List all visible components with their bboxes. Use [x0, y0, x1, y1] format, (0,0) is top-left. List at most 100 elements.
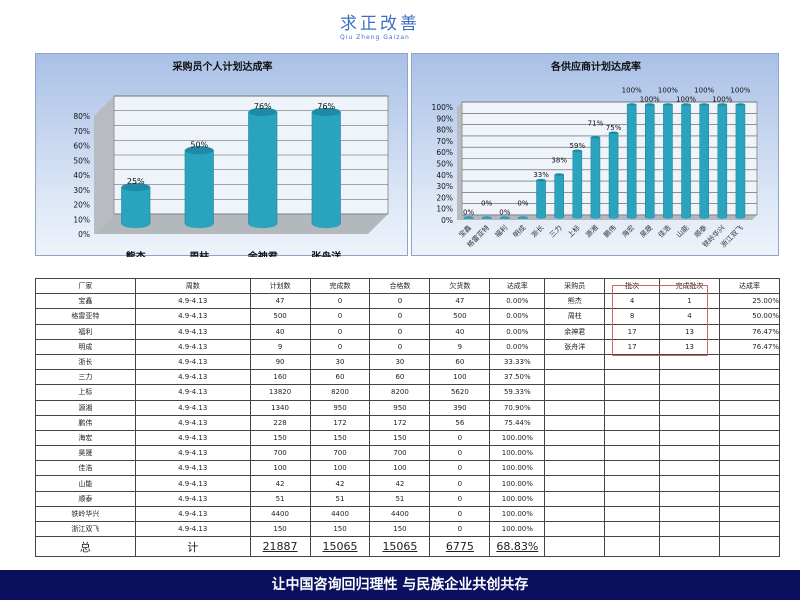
data-cell-text: 6775 — [445, 540, 474, 554]
data-cell-text: 51 — [275, 494, 285, 503]
data-cell: 150 — [249, 520, 311, 538]
bar-base — [627, 216, 637, 219]
buyer-cell: 余神君 — [544, 323, 606, 340]
buyer-cell: 周柱 — [544, 308, 606, 325]
buyer-cell: 4 — [604, 293, 661, 310]
bar — [536, 179, 546, 218]
data-cell: 0.00% — [489, 338, 546, 355]
buyer-cell — [659, 384, 720, 401]
bar-top — [717, 103, 727, 106]
data-cell: 4.9-4.13 — [134, 414, 251, 431]
supplier-cell: 厂家 — [35, 277, 136, 295]
buyer-cell: 批次 — [604, 277, 661, 295]
data-cell-text: 390 — [453, 403, 467, 412]
data-cell-text: 4.9-4.13 — [178, 494, 208, 503]
bar-base — [717, 216, 727, 219]
buyer-cell-text: 4 — [687, 312, 692, 321]
data-cell-text: 完成数 — [329, 282, 351, 291]
buyer-cell-text: 达成率 — [738, 282, 760, 291]
data-cell-text: 13820 — [268, 388, 292, 397]
supplier-cell-text: 铁岭华兴 — [71, 509, 100, 518]
data-cell-text: 0 — [337, 312, 343, 321]
data-cell: 0 — [429, 505, 491, 523]
category-label: 山能 — [674, 223, 690, 239]
footer-slogan: 让中国咨询回归理性 与民族企业共创共存 — [0, 570, 800, 600]
data-cell-text: 150 — [333, 525, 347, 534]
data-cell-text: 150 — [393, 525, 407, 534]
y-tick-label: 60% — [436, 148, 453, 157]
bar — [681, 104, 691, 218]
data-cell: 4.9-4.13 — [134, 445, 251, 462]
data-cell-text: 100 — [393, 464, 407, 473]
supplier-cell: 浙长 — [35, 353, 136, 371]
buyer-cell — [544, 429, 606, 447]
data-cell-text: 30 — [395, 358, 405, 367]
bar — [311, 111, 341, 225]
buyer-cell — [544, 369, 606, 386]
data-cell: 计划数 — [249, 277, 311, 295]
data-cell-text: 42 — [395, 479, 405, 488]
supplier-cell: 鹏伟 — [35, 414, 136, 431]
data-cell-text: 0 — [337, 327, 343, 336]
data-cell-text: 0.00% — [506, 297, 529, 306]
category-label: 源湘 — [584, 223, 600, 239]
data-cell-text: 75.44% — [503, 418, 531, 427]
data-cell: 68.83% — [489, 536, 546, 558]
bar — [590, 137, 601, 218]
supplier-cell-text: 佳浩 — [78, 464, 93, 473]
supplier-cell-text: 鹏伟 — [78, 418, 93, 427]
data-cell: 9 — [249, 338, 311, 355]
buyer-cell — [718, 490, 781, 507]
data-cell-text: 59.33% — [503, 388, 531, 397]
supplier-cell: 总 — [35, 536, 136, 558]
data-cell: 150 — [309, 520, 371, 538]
y-tick-label: 30% — [436, 182, 453, 191]
data-cell-text: 9 — [277, 342, 283, 351]
data-cell-text: 100 — [333, 464, 347, 473]
bar-base — [645, 216, 655, 219]
data-cell-text: 0 — [457, 464, 463, 473]
data-cell: 4.9-4.13 — [134, 505, 251, 523]
data-cell: 100 — [369, 460, 431, 477]
data-cell-text: 100.00% — [501, 479, 533, 488]
data-cell: 0 — [309, 308, 371, 325]
data-cell: 0 — [369, 308, 431, 325]
supplier-cell-text: 宝鑫 — [78, 297, 93, 306]
supplier-cell-text: 明成 — [78, 342, 93, 351]
data-cell-text: 47 — [275, 297, 285, 306]
data-cell: 150 — [309, 429, 371, 447]
buyer-cell: 17 — [604, 338, 661, 355]
data-cell-text: 100 — [273, 464, 287, 473]
data-cell: 4.9-4.13 — [134, 369, 251, 386]
bar-base — [699, 216, 709, 219]
data-cell: 59.33% — [489, 384, 546, 401]
buyer-cell — [718, 353, 781, 371]
data-cell-text: 合格数 — [389, 282, 411, 291]
buyer-cell — [659, 460, 720, 477]
buyer-cell — [659, 369, 720, 386]
bar — [572, 150, 583, 218]
data-cell-text: 计 — [187, 540, 199, 554]
buyer-cell — [604, 445, 661, 462]
category-label: 昊晟 — [639, 224, 655, 240]
data-cell: 0 — [429, 445, 491, 462]
data-cell-text: 228 — [273, 418, 287, 427]
buyer-cell — [604, 475, 661, 492]
data-cell-text: 60 — [455, 358, 465, 367]
buyer-cell — [659, 414, 720, 431]
buyer-cell: 17 — [604, 323, 661, 340]
data-cell-text: 160 — [273, 373, 287, 382]
data-cell-text: 4.9-4.13 — [178, 525, 208, 534]
data-cell-text: 150 — [393, 433, 407, 442]
supplier-cell-text: 海宏 — [78, 433, 93, 442]
table-row: 山能 4.9-4.13 42 42 42 0 100.00% — [35, 475, 781, 492]
data-cell-text: 60 — [395, 373, 405, 382]
y-tick-label: 60% — [73, 142, 90, 151]
buyer-cell — [718, 445, 781, 462]
y-tick-label: 40% — [436, 171, 453, 180]
data-cell: 4.9-4.13 — [134, 353, 251, 371]
data-cell-text: 15065 — [322, 540, 358, 554]
bar-top — [572, 149, 582, 153]
data-cell: 4400 — [369, 505, 431, 523]
bar-base — [681, 216, 691, 219]
